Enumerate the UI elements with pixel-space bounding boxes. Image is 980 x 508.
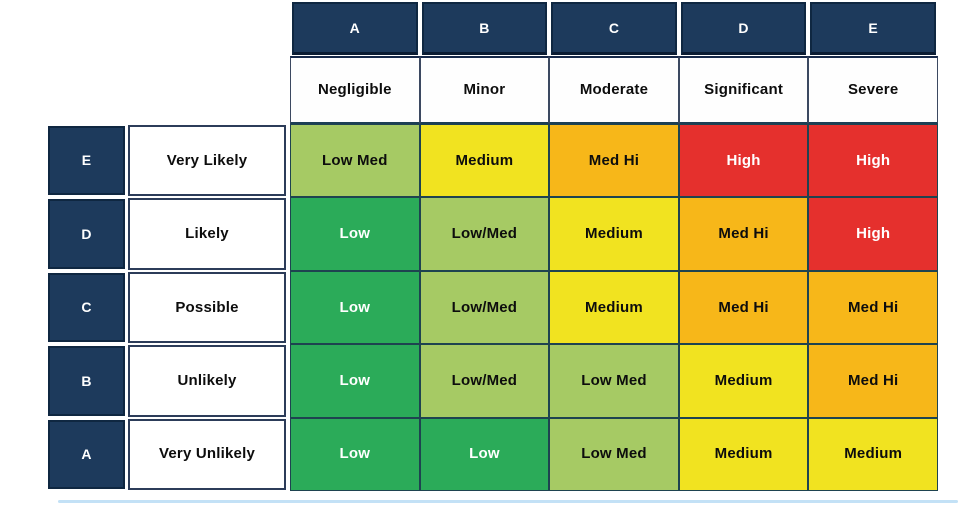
- risk-cell: Low/Med: [419, 344, 550, 418]
- risk-cell: Medium: [678, 417, 809, 491]
- column-letter-header: C: [551, 2, 677, 55]
- risk-cell: Med Hi: [808, 344, 938, 418]
- risk-cell: Low Med: [290, 124, 420, 198]
- row-letter-header: A: [48, 419, 125, 489]
- likelihood-label: Very Unlikely: [128, 418, 286, 490]
- row-letter-header: B: [48, 346, 125, 416]
- risk-cell: Low Med: [549, 417, 679, 491]
- risk-cell: Med Hi: [549, 124, 679, 198]
- risk-cell: Low: [290, 197, 420, 271]
- risk-cell: High: [808, 197, 938, 271]
- risk-cell: Low/Med: [419, 197, 550, 271]
- risk-cell: Medium: [549, 270, 679, 345]
- consequence-label: Significant: [678, 56, 809, 124]
- consequence-label: Severe: [808, 56, 938, 124]
- risk-cell: Medium: [678, 344, 809, 418]
- risk-cell: Low/Med: [419, 270, 550, 345]
- likelihood-label: Possible: [128, 271, 286, 344]
- likelihood-label: Very Likely: [128, 125, 286, 197]
- column-letter-header: E: [810, 2, 936, 55]
- row-letter-header: C: [48, 272, 125, 343]
- matrix-corner-spacer: [128, 56, 290, 124]
- risk-matrix-grid: A B C D E Negligible Minor Moderate Significant S…: [48, 2, 938, 491]
- risk-cell: Low: [290, 417, 420, 491]
- consequence-label: Minor: [419, 56, 550, 124]
- risk-cell: Low: [290, 344, 420, 418]
- column-letter-header: B: [421, 2, 548, 55]
- risk-cell: Low: [419, 417, 550, 491]
- row-letter-header: D: [48, 199, 125, 269]
- risk-cell: Med Hi: [808, 270, 938, 345]
- row-letter-header: E: [48, 126, 125, 196]
- risk-cell: Medium: [808, 417, 938, 491]
- column-letter-header: D: [680, 2, 807, 55]
- risk-cell: Low Med: [549, 344, 679, 418]
- risk-cell: Medium: [419, 124, 550, 198]
- risk-cell: High: [678, 124, 809, 198]
- risk-cell: Med Hi: [678, 270, 809, 345]
- matrix-corner-spacer: [48, 2, 128, 56]
- consequence-label: Negligible: [290, 56, 420, 124]
- consequence-label: Moderate: [549, 56, 679, 124]
- matrix-corner-spacer: [48, 56, 128, 124]
- column-letter-header: A: [292, 2, 418, 55]
- likelihood-label: Unlikely: [128, 345, 286, 417]
- risk-cell: High: [808, 124, 938, 198]
- risk-cell: Low: [290, 270, 420, 345]
- risk-cell: Medium: [549, 197, 679, 271]
- matrix-corner-spacer: [128, 2, 290, 56]
- risk-cell: Med Hi: [678, 197, 809, 271]
- likelihood-label: Likely: [128, 198, 286, 270]
- table-bottom-rule: [58, 500, 958, 503]
